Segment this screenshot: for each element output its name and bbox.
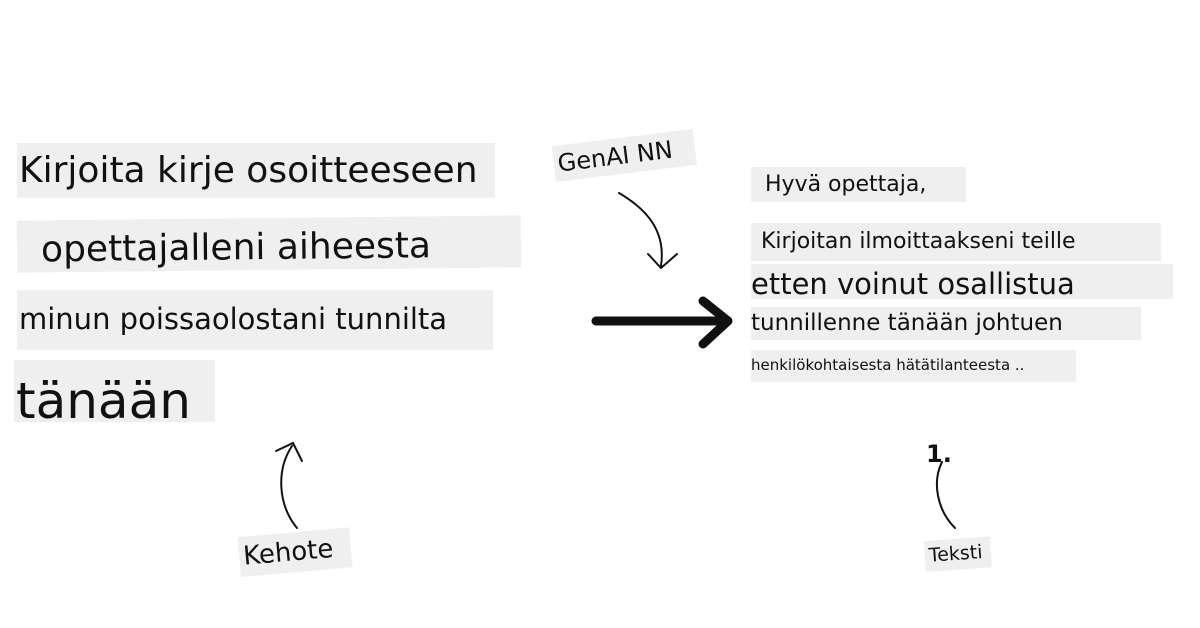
prompt-line-4: tänään [14, 360, 215, 426]
token-marker: 1. [926, 440, 952, 468]
prompt-line-1: Kirjoita kirje osoitteeseen [17, 143, 495, 198]
model-curved-arrow-icon [618, 192, 678, 270]
output-line-3: etten voinut osallistua [751, 264, 1173, 299]
output-line-1: Hyvä opettaja, [751, 167, 966, 202]
main-arrow-icon [591, 296, 733, 349]
output-curved-line-icon [935, 461, 956, 529]
prompt-curved-arrow-icon [275, 441, 303, 529]
output-line-4: tunnillenne tänään johtuen [751, 307, 1141, 340]
output-line-5: henkilökohtaisesta hätätilanteesta .. [751, 350, 1076, 382]
output-line-2: Kirjoitan ilmoittaakseni teille [751, 223, 1161, 261]
prompt-line-3: minun poissaolostani tunnilta [17, 290, 493, 350]
